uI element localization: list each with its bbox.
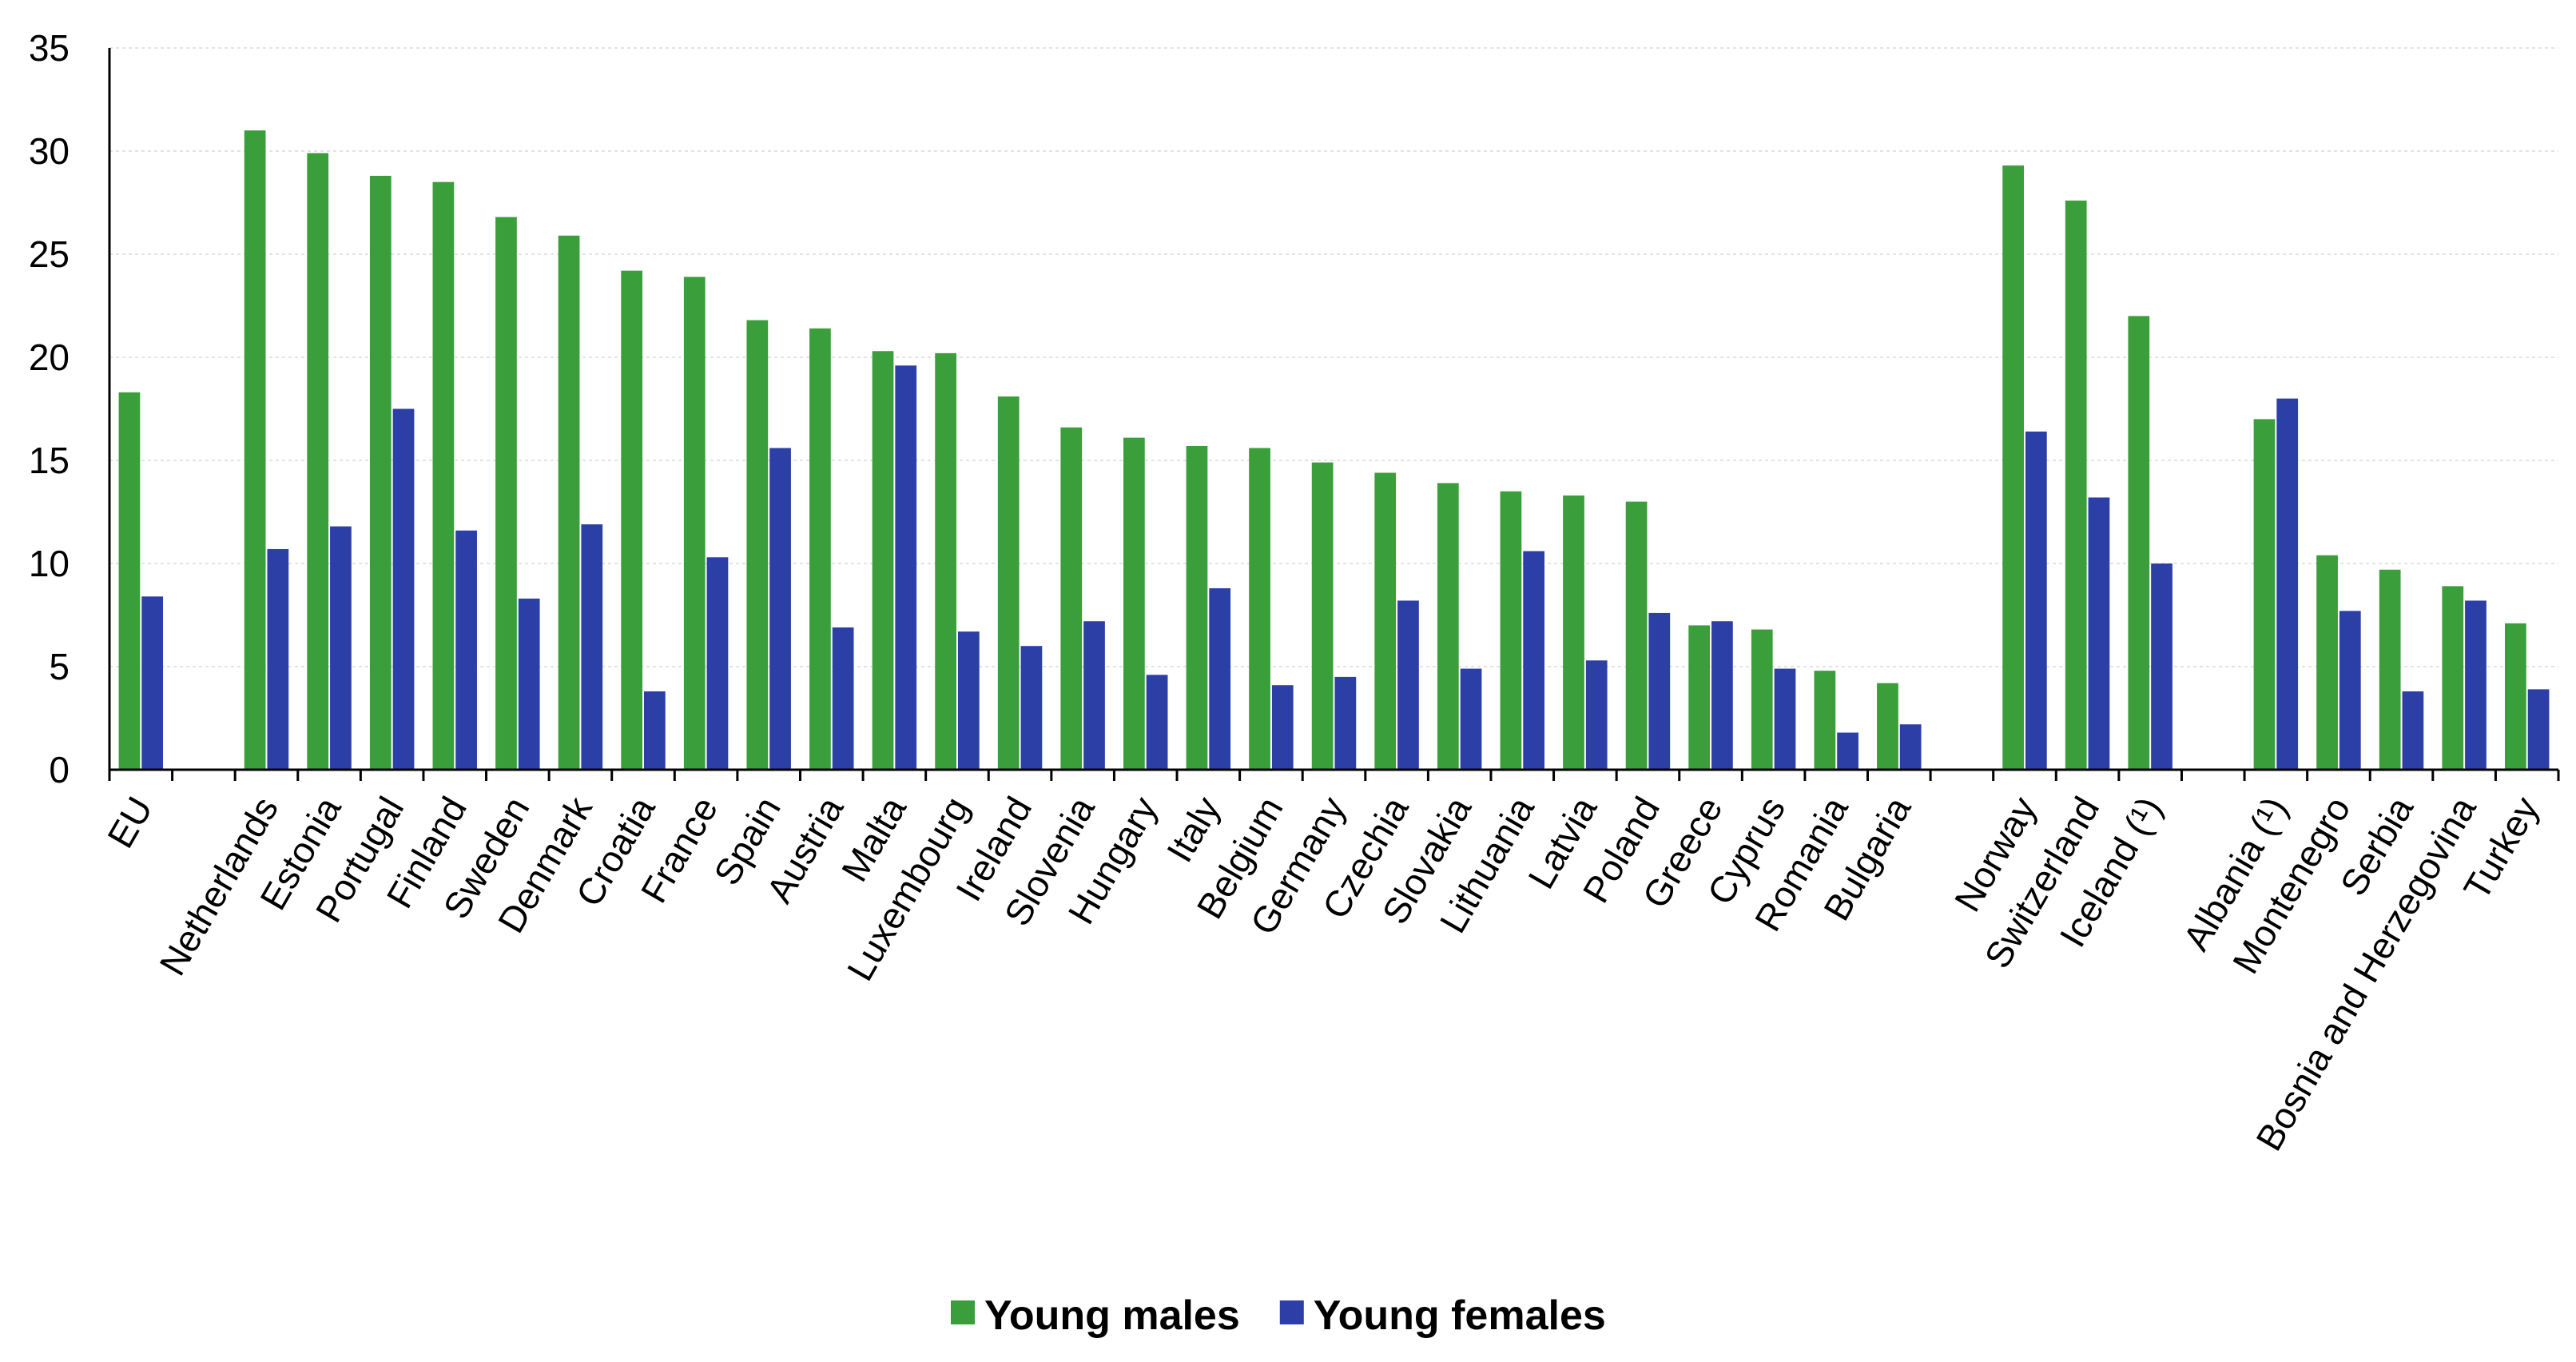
bar-young-males bbox=[2065, 200, 2087, 771]
bar-young-males bbox=[1751, 629, 1773, 770]
bar-young-females bbox=[1209, 587, 1231, 770]
bars bbox=[118, 130, 2550, 771]
legend-swatch bbox=[1279, 1300, 1304, 1324]
y-tick-label: 10 bbox=[29, 543, 70, 584]
bar-young-females bbox=[2339, 611, 2361, 770]
bar-young-males bbox=[1123, 437, 1145, 770]
bar-young-females bbox=[769, 448, 791, 770]
bar-young-males bbox=[997, 396, 1020, 770]
bar-young-females bbox=[1397, 600, 1419, 770]
bar-young-females bbox=[2527, 689, 2550, 770]
bar-young-males bbox=[244, 130, 266, 770]
bar-young-males bbox=[1060, 427, 1083, 770]
bar-young-males bbox=[1374, 472, 1397, 770]
bar-young-females bbox=[1585, 660, 1608, 770]
y-tick-label: 15 bbox=[29, 440, 70, 481]
bar-young-females bbox=[2151, 564, 2173, 770]
bar-young-females bbox=[1334, 676, 1357, 770]
bar-young-females bbox=[1774, 668, 1796, 770]
bar-young-females bbox=[1899, 724, 1922, 770]
bar-young-males bbox=[2442, 586, 2464, 770]
bar-young-males bbox=[1877, 683, 1898, 770]
bar-young-females bbox=[2402, 691, 2424, 770]
x-tick-label: EU bbox=[99, 790, 161, 854]
y-tick-label: 20 bbox=[29, 337, 70, 378]
bar-young-females bbox=[581, 524, 603, 770]
axes bbox=[108, 48, 2560, 781]
bar-young-males bbox=[621, 270, 643, 770]
bar-young-females bbox=[330, 526, 352, 770]
bar-young-males bbox=[1563, 495, 1584, 770]
grid-lines bbox=[109, 47, 2558, 667]
y-tick-label: 0 bbox=[49, 749, 70, 791]
bar-young-males bbox=[746, 320, 769, 770]
bar-young-males bbox=[2316, 555, 2338, 770]
bar-young-males bbox=[1186, 445, 1208, 770]
bar-young-females bbox=[141, 596, 164, 770]
bar-young-females bbox=[957, 631, 980, 770]
legend: Young males Young females bbox=[951, 1292, 1606, 1339]
bar-young-females bbox=[1837, 732, 1858, 770]
bar-young-females bbox=[706, 557, 729, 770]
bar-young-males bbox=[2002, 165, 2024, 770]
bar-young-females bbox=[1146, 675, 1168, 770]
x-tick-labels: EUNetherlandsEstoniaPortugalFinlandSwede… bbox=[99, 789, 2546, 1157]
bar-young-females bbox=[1083, 621, 1105, 770]
bar-young-females bbox=[455, 530, 477, 770]
bar-young-males bbox=[307, 153, 329, 770]
bar-young-females bbox=[392, 408, 415, 770]
bar-young-males bbox=[118, 392, 141, 770]
bar-young-males bbox=[432, 181, 455, 770]
y-tick-label: 25 bbox=[29, 233, 70, 275]
bar-young-males bbox=[2253, 419, 2276, 770]
bar-young-males bbox=[558, 235, 580, 770]
bar-young-females bbox=[1523, 551, 1544, 770]
bar-young-males bbox=[1311, 462, 1334, 770]
bar-young-males bbox=[1249, 448, 1270, 770]
bar-young-males bbox=[935, 352, 956, 771]
y-tick-label: 5 bbox=[49, 646, 70, 687]
bar-young-females bbox=[1460, 668, 1482, 770]
bar-young-males bbox=[495, 217, 517, 770]
bar-young-females bbox=[1648, 612, 1671, 770]
bar-young-males bbox=[369, 175, 392, 770]
bar-young-females bbox=[2088, 497, 2110, 770]
bar-young-males bbox=[2504, 623, 2526, 770]
bar-young-males bbox=[2379, 569, 2401, 770]
bar-young-males bbox=[1500, 491, 1522, 770]
bar-young-males bbox=[1814, 671, 1836, 770]
y-tick-label: 35 bbox=[29, 27, 70, 69]
bar-young-females bbox=[1711, 621, 1733, 770]
bar-young-males bbox=[683, 277, 706, 770]
y-tick-label: 30 bbox=[29, 130, 70, 172]
legend-swatch bbox=[951, 1300, 975, 1324]
bar-young-males bbox=[872, 351, 894, 770]
bar-young-females bbox=[1271, 685, 1294, 770]
bar-young-females bbox=[2025, 431, 2047, 770]
bar-young-females bbox=[644, 691, 666, 770]
bar-young-females bbox=[518, 598, 540, 770]
bar-young-males bbox=[1688, 625, 1711, 770]
bar-young-males bbox=[1625, 501, 1648, 770]
bar-young-females bbox=[2465, 600, 2487, 770]
bar-young-females bbox=[2276, 398, 2299, 770]
bar-young-females bbox=[895, 365, 917, 770]
bar-young-females bbox=[267, 548, 289, 770]
bar-young-males bbox=[2128, 316, 2150, 770]
y-tick-labels: 0 5 10 15 20 25 30 35 bbox=[29, 27, 70, 791]
bar-young-females bbox=[1020, 646, 1043, 770]
bar-young-males bbox=[809, 328, 831, 770]
legend-label: Young males bbox=[984, 1292, 1240, 1339]
bar-young-females bbox=[832, 627, 854, 770]
bar-young-males bbox=[1437, 483, 1459, 770]
legend-label: Young females bbox=[1314, 1292, 1606, 1339]
